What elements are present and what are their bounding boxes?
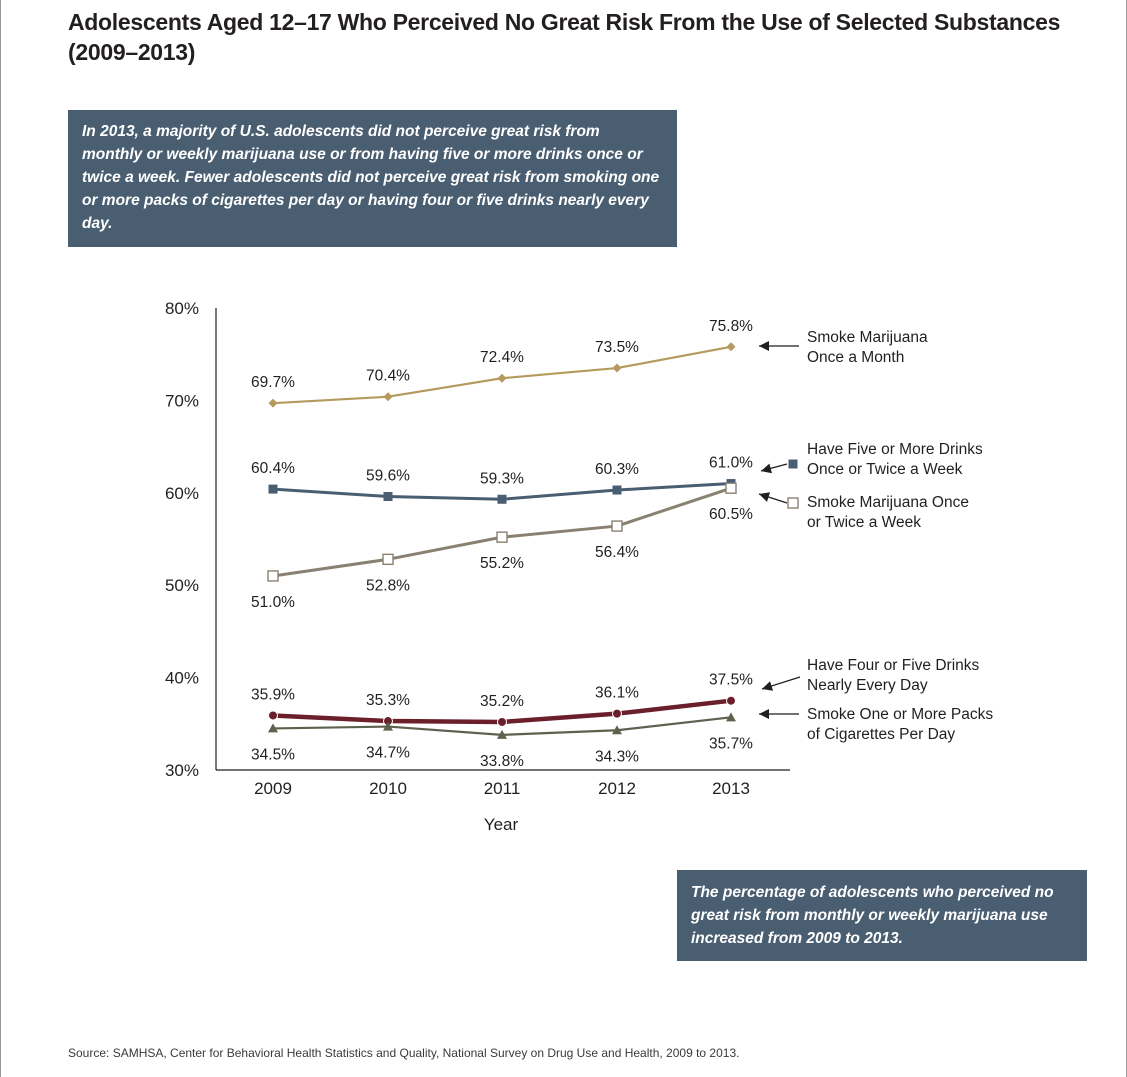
source-note: Source: SAMHSA, Center for Behavioral He… [68,1046,740,1060]
data-point [268,710,278,721]
legend-arrowhead [759,341,769,351]
data-point [497,373,507,383]
data-point [268,484,278,494]
x-tick-label: 2010 [369,779,407,798]
data-point [725,482,737,494]
y-tick-label: 80% [165,299,199,318]
data-point [496,531,508,543]
data-label: 35.9% [251,686,295,703]
data-point [612,363,622,373]
legend-key-marker [787,497,799,509]
callout-bottom: The percentage of adolescents who percei… [677,870,1087,961]
legend-label: Have Four or Five Drinks [807,657,980,674]
legend-label: of Cigarettes Per Day [807,726,955,743]
legend-arrowhead [761,463,772,474]
data-point [267,570,279,582]
legend-label: Smoke Marijuana Once [807,494,969,511]
chart-axes: 30% 40% 50% 60% 70% 80% 2009 2010 2011 2012 2013 Ye… [165,299,790,834]
data-point [497,716,507,727]
x-tick-label: 2012 [598,779,636,798]
data-point [726,695,736,706]
y-tick-label: 60% [165,484,199,503]
y-tick-label: 40% [165,669,199,688]
legend-key-marker [788,459,798,469]
data-label: 61.0% [709,455,753,472]
x-axis-label: Year [484,815,519,834]
data-label: 60.3% [595,461,639,478]
data-label: 35.7% [709,735,753,752]
data-label: 59.6% [366,467,410,484]
data-point [497,494,507,504]
legend-label: Once a Month [807,349,904,366]
data-label: 56.4% [595,544,639,561]
data-point [726,712,736,722]
y-tick-label: 70% [165,391,199,410]
x-tick-label: 2009 [254,779,292,798]
data-label: 37.5% [709,672,753,689]
data-point [612,725,622,735]
y-tick-label: 50% [165,576,199,595]
x-tick-label: 2013 [712,779,750,798]
data-point [382,553,394,566]
callout-top: In 2013, a majority of U.S. adolescents … [68,110,677,247]
legend-arrowhead [759,709,769,719]
y-tick-label: 30% [165,761,199,780]
data-label: 69.7% [251,374,295,391]
page-title: Adolescents Aged 12–17 Who Perceived No … [68,9,1061,65]
data-label: 55.2% [480,555,524,572]
data-point [268,398,278,408]
data-label: 73.5% [595,339,639,356]
data-label: 33.8% [480,753,524,770]
data-label: 70.4% [366,368,410,385]
chart-series: 69.7% 70.4% 72.4% 73.5% 75.8% 60.4% 59.6% 59.3%… [251,318,753,770]
data-label: 34.5% [251,746,295,763]
legend-arrowhead [759,492,771,502]
data-label: 60.5% [709,506,753,523]
legend-label: Smoke Marijuana [807,329,928,346]
legend-label: Nearly Every Day [807,677,928,694]
data-point [383,721,393,731]
data-label: 36.1% [595,685,639,702]
legend-label: or Twice a Week [807,514,921,531]
data-label: 34.7% [366,745,410,762]
data-label: 52.8% [366,577,410,594]
data-point [383,491,393,501]
data-point [268,723,278,733]
legend-label: Smoke One or More Packs [807,706,993,723]
legend-label: Once or Twice a Week [807,461,963,478]
data-point [612,708,622,719]
legend-label: Have Five or More Drinks [807,441,983,458]
chart-legend: Smoke Marijuana Once a Month Have Five or … [758,329,993,743]
data-point [726,342,736,352]
data-point [611,520,623,532]
data-label: 60.4% [251,460,295,477]
left-border [0,0,1,1077]
data-label: 72.4% [480,349,524,366]
data-point [497,729,507,739]
data-point [383,392,393,402]
data-label: 35.2% [480,693,524,710]
data-point [612,485,622,495]
legend-arrowhead [762,681,774,691]
data-label: 75.8% [709,318,753,335]
data-label: 34.3% [595,748,639,765]
data-label: 35.3% [366,692,410,709]
x-tick-label: 2011 [484,779,521,798]
data-label: 51.0% [251,594,295,611]
data-label: 59.3% [480,470,524,487]
